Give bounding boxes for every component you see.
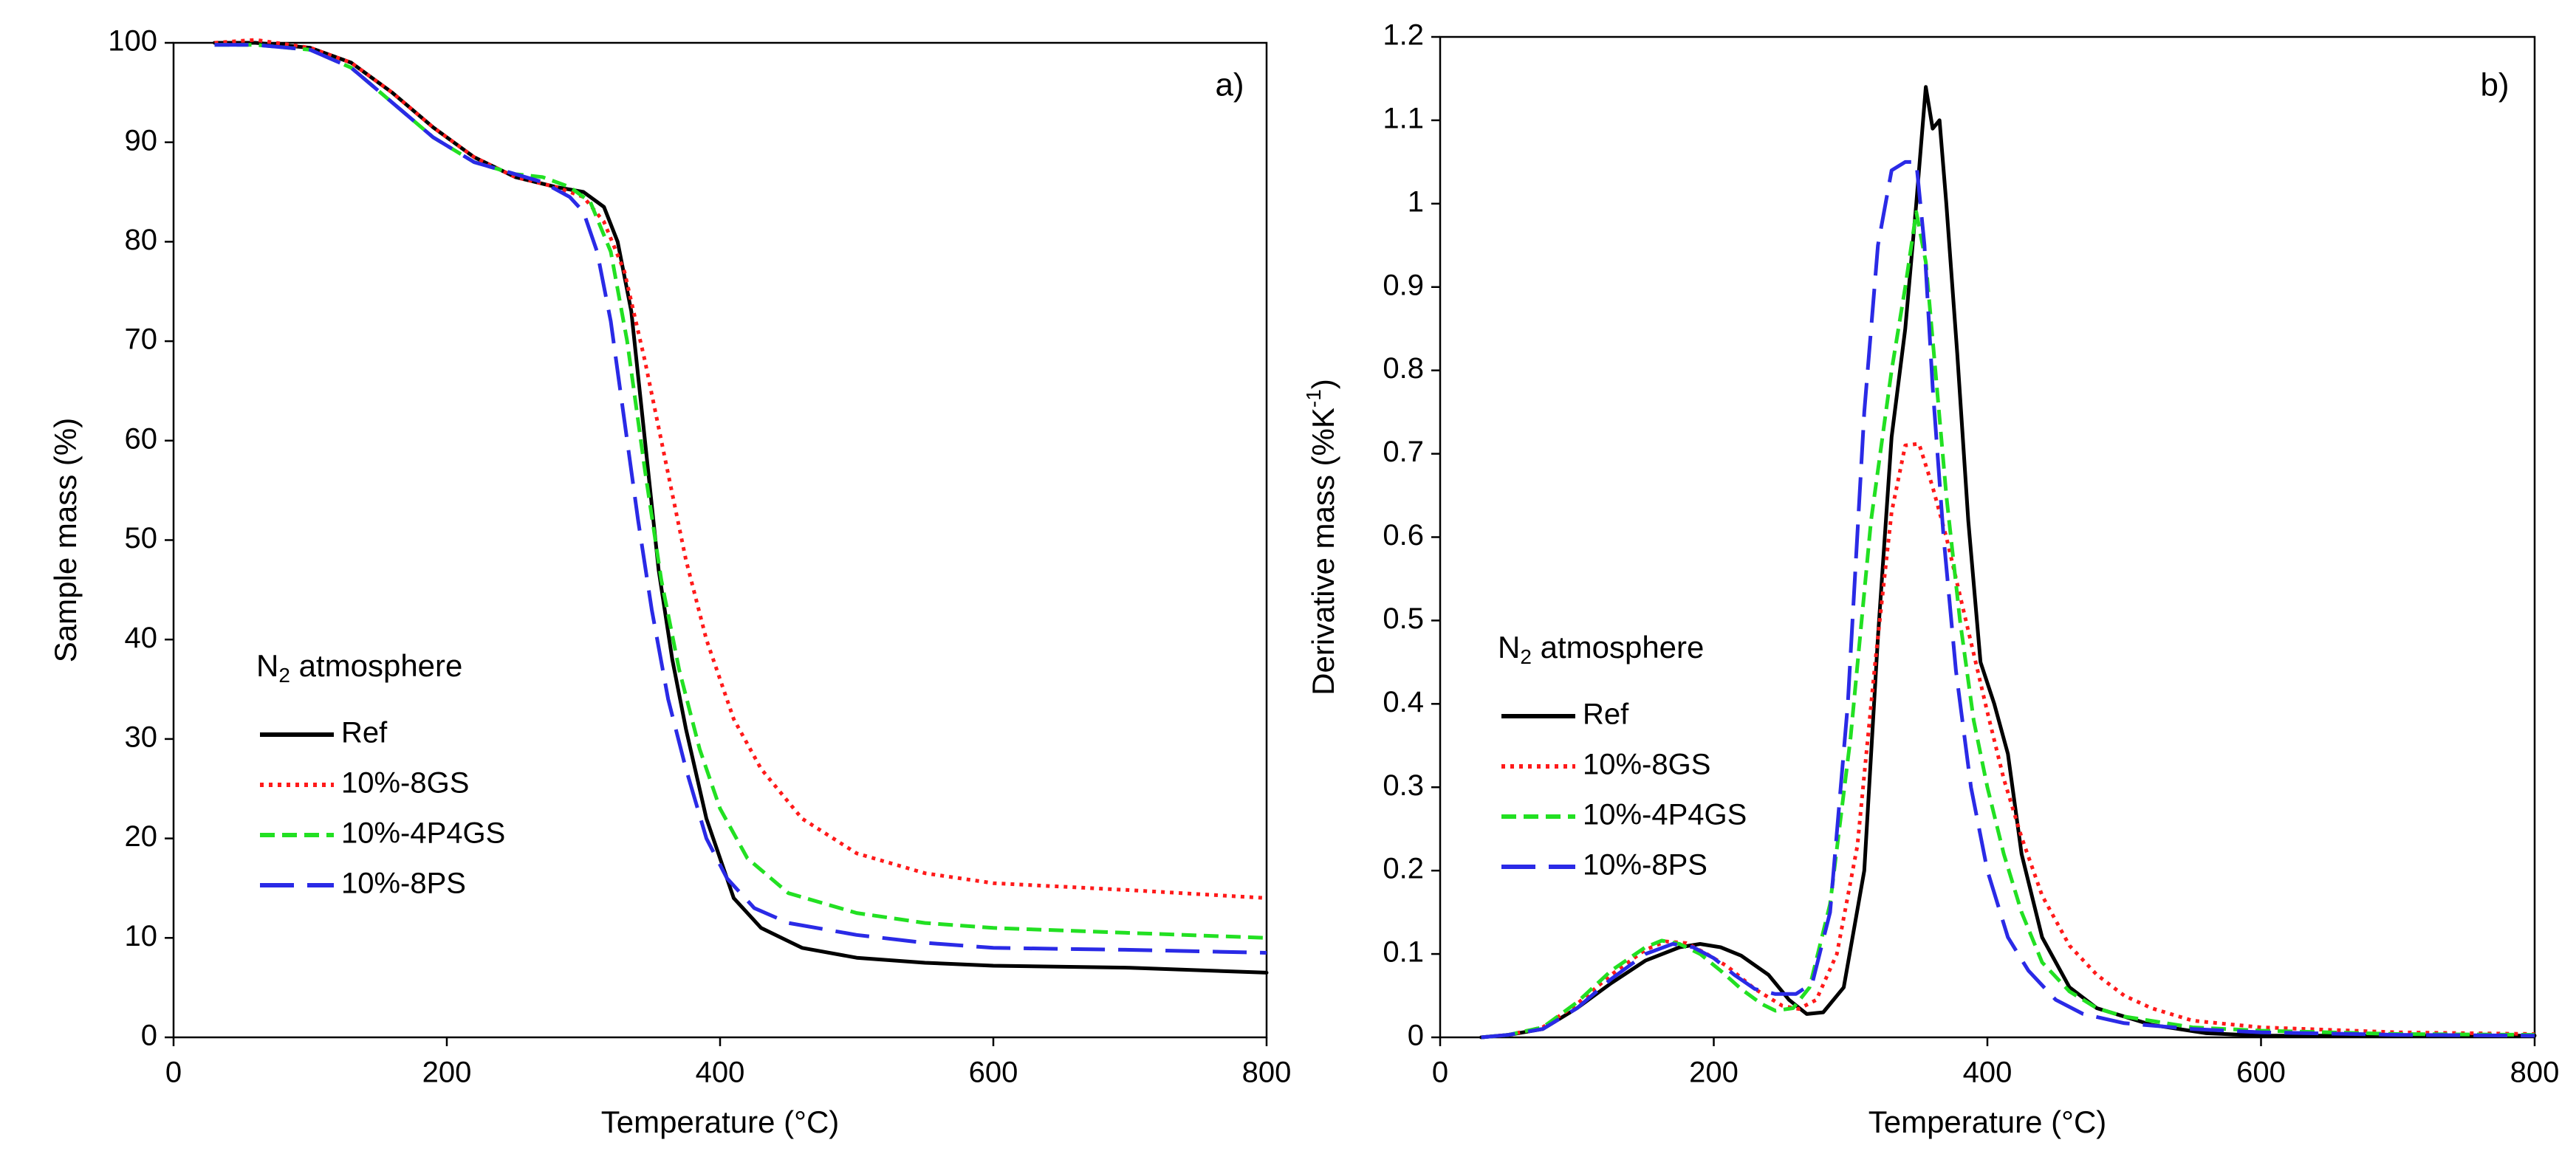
- panel-b-derivative-mass-chart: 0 0.1 0.2 0.3 0.4 0.5 0.6 0.7 0.8 0.9 1 1.1 1.2 0 200 4…: [1302, 19, 2559, 1140]
- a-y-tick-label: 0: [141, 1020, 157, 1052]
- b-legend-title-subscript: 2: [1520, 645, 1532, 668]
- b-x-tick-label: 200: [1689, 1057, 1739, 1089]
- b-x-tick-label: 400: [1963, 1057, 2012, 1089]
- b-y-tick-label: 0: [1408, 1020, 1424, 1052]
- b-y-axis-title-end: ): [1306, 379, 1340, 389]
- b-y-tick-label: 0.9: [1383, 269, 1424, 301]
- panel-a-mass-loss-chart: 0 10 20 30 40 50 60 70 80 90 100 0 200 400 600 800 Tempe…: [48, 25, 1291, 1140]
- a-series-line-ref: [213, 41, 1269, 975]
- b-legend-entry-label: Ref: [1583, 698, 1629, 731]
- b-y-tick-label: 1.2: [1383, 19, 1424, 52]
- a-y-tick-label: 20: [125, 820, 158, 853]
- b-y-tick-label: 1.1: [1383, 102, 1424, 134]
- a-legend-title: N2 atmosphere: [256, 648, 462, 687]
- b-legend-title: N2 atmosphere: [1498, 630, 1704, 668]
- a-x-tick-label: 200: [422, 1057, 472, 1089]
- b-series-line-10-4p4gs: [1481, 210, 2535, 1040]
- a-legend-title-subscript: 2: [278, 664, 290, 687]
- b-y-axis-title: Derivative mass (%K-1): [1302, 379, 1340, 696]
- b-x-tick-label: 600: [2236, 1057, 2286, 1089]
- b-y-tick-label: 0.4: [1383, 686, 1424, 718]
- b-x-tick-label: 800: [2510, 1057, 2560, 1089]
- a-legend-entry-label: 10%-8GS: [341, 767, 469, 800]
- a-y-tick-label: 70: [125, 323, 158, 356]
- a-series-line-10-8gs: [214, 38, 1267, 900]
- a-y-tick-label: 50: [125, 522, 158, 554]
- b-legend-title-rest: atmosphere: [1532, 630, 1704, 664]
- a-legend-title-rest: atmosphere: [290, 648, 462, 683]
- a-x-tick-label: 0: [165, 1057, 182, 1089]
- b-legend-entry-label: 10%-8GS: [1583, 749, 1710, 781]
- b-panel-label: b): [2480, 67, 2509, 103]
- b-y-tick-label: 0.6: [1383, 519, 1424, 552]
- a-series-line-10-8ps: [214, 43, 1267, 955]
- a-y-axis-title: Sample mass (%): [48, 418, 83, 662]
- a-y-tick-label: 10: [125, 920, 158, 952]
- b-legend-entry-label: 10%-8PS: [1583, 849, 1707, 882]
- b-y-tick-label: 0.3: [1383, 769, 1424, 802]
- a-y-tick-label: 80: [125, 224, 158, 256]
- b-y-tick-label: 1: [1408, 185, 1424, 218]
- a-legend-entry-label: 10%-8PS: [341, 868, 466, 900]
- a-series-line-10-4p4gs: [214, 43, 1267, 940]
- b-x-axis-title: Temperature (°C): [1868, 1105, 2107, 1139]
- b-y-tick-label: 0.2: [1383, 853, 1424, 885]
- a-panel-label: a): [1215, 67, 1244, 103]
- b-x-tick-label: 0: [1432, 1057, 1448, 1089]
- a-x-tick-label: 400: [696, 1057, 745, 1089]
- a-y-tick-label: 40: [125, 622, 158, 654]
- b-y-tick-label: 0.8: [1383, 352, 1424, 385]
- a-y-tick-label: 90: [125, 124, 158, 157]
- a-legend: N2 atmosphere Ref 10%-8GS 10%-4P4GS 10%-8PS: [256, 648, 505, 899]
- b-y-tick-label: 0.7: [1383, 436, 1424, 468]
- a-x-tick-label: 600: [969, 1057, 1018, 1089]
- a-x-axis-title: Temperature (°C): [601, 1105, 840, 1139]
- b-series-line-10-8ps: [1481, 159, 2535, 1040]
- a-y-tick-label: 30: [125, 721, 158, 753]
- a-legend-entry-label: 10%-4P4GS: [341, 817, 505, 850]
- a-y-tick-label: 60: [125, 422, 158, 455]
- a-legend-entry-label: Ref: [341, 717, 388, 749]
- a-x-tick-label: 800: [1242, 1057, 1292, 1089]
- b-y-axis-title-superscript: -1: [1302, 389, 1325, 408]
- b-series-line-10-8gs: [1481, 442, 2535, 1040]
- a-y-tick-label: 100: [108, 25, 157, 58]
- b-y-tick-label: 0.1: [1383, 936, 1424, 969]
- b-y-tick-label: 0.5: [1383, 602, 1424, 635]
- b-legend: N2 atmosphere Ref 10%-8GS 10%-4P4GS 10%-8PS: [1498, 630, 1747, 881]
- b-legend-entry-label: 10%-4P4GS: [1583, 799, 1747, 831]
